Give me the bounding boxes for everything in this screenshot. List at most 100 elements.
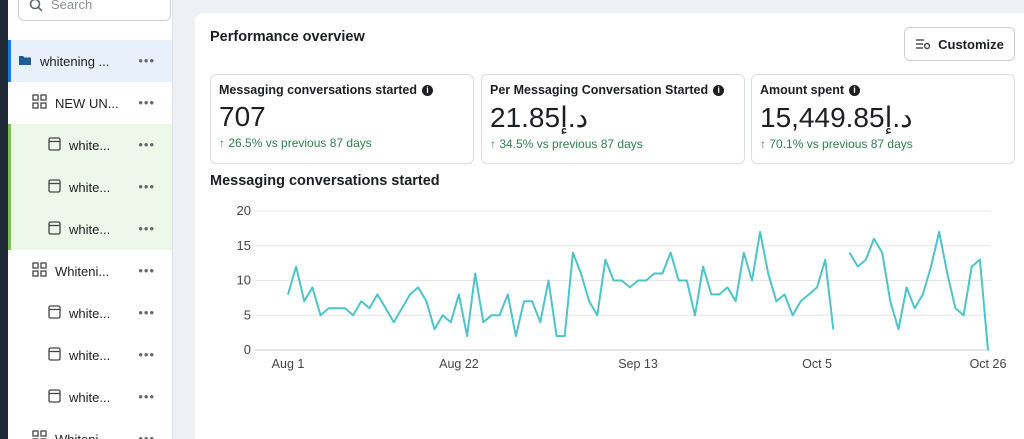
data-point	[963, 314, 965, 316]
sidebar-item-label: whitening ...	[40, 53, 110, 69]
data-point	[686, 279, 688, 282]
data-point	[629, 286, 631, 288]
card-title: Amount spent	[760, 83, 845, 97]
more-options-icon[interactable]: •••	[138, 95, 155, 110]
data-point	[678, 279, 680, 282]
data-point	[743, 252, 745, 254]
more-options-icon[interactable]: •••	[138, 389, 155, 404]
sidebar-item-label: white...	[69, 389, 111, 405]
ad-set-grid-icon	[32, 430, 47, 439]
metric-card-cost-per-conversation[interactable]: Per Messaging Conversation Started i 21.8…	[481, 74, 745, 164]
data-point	[808, 293, 810, 295]
x-tick-label: Oct 26	[970, 357, 1007, 371]
performance-panel: Performance overview Customize Messaging…	[195, 13, 1024, 439]
data-point	[556, 335, 558, 337]
data-point	[661, 272, 663, 275]
metric-card-conversations[interactable]: Messaging conversations started i 707 ↑ 2…	[210, 74, 474, 164]
up-arrow-icon: ↑	[760, 137, 766, 151]
info-icon[interactable]: i	[849, 84, 861, 96]
data-point	[352, 314, 354, 316]
data-point	[849, 252, 851, 254]
data-point	[360, 300, 362, 302]
data-point	[311, 286, 313, 288]
x-tick-label: Aug 1	[272, 357, 305, 371]
data-point	[425, 300, 427, 302]
search-input[interactable]: Search	[18, 0, 171, 21]
ad-window-icon	[48, 178, 61, 196]
card-value: 21.85د.إ	[490, 102, 589, 133]
data-point	[726, 286, 729, 288]
data-point	[336, 307, 338, 309]
card-change: 70.1% vs previous 87 days	[769, 137, 913, 151]
sidebar-item[interactable]: white... •••	[8, 376, 172, 418]
y-tick-label: 5	[244, 307, 251, 322]
info-icon[interactable]: i	[713, 84, 725, 96]
data-point	[490, 314, 493, 316]
up-arrow-icon: ↑	[490, 137, 496, 151]
more-options-icon[interactable]: •••	[138, 53, 155, 68]
ad-window-icon	[48, 220, 61, 238]
more-options-icon[interactable]: •••	[138, 221, 155, 236]
sidebar-item[interactable]: Whiteni... •••	[8, 250, 172, 292]
data-point	[401, 307, 403, 309]
sidebar-item[interactable]: Whiteni... •••	[8, 418, 172, 439]
card-value: 15,449.85د.إ	[760, 102, 913, 133]
ad-set-grid-icon	[32, 94, 47, 112]
data-point	[368, 307, 370, 309]
sidebar-item[interactable]: white... •••	[8, 292, 172, 334]
sidebar-item[interactable]: whitening ... •••	[8, 40, 172, 82]
search-icon	[29, 0, 43, 12]
data-point	[637, 279, 639, 282]
card-value: 707	[219, 101, 266, 132]
sidebar-item-label: white...	[69, 179, 111, 195]
data-point	[857, 266, 859, 268]
data-point	[613, 279, 615, 282]
more-options-icon[interactable]: •••	[138, 263, 155, 278]
data-point	[580, 272, 582, 275]
data-point	[376, 293, 379, 295]
data-point	[409, 293, 411, 295]
more-options-icon[interactable]: •••	[138, 431, 155, 439]
x-tick-label: Aug 22	[439, 357, 479, 371]
card-title: Per Messaging Conversation Started	[490, 83, 709, 97]
data-point	[507, 293, 509, 295]
data-point	[564, 335, 566, 337]
data-point	[328, 307, 330, 309]
data-point	[816, 286, 818, 288]
data-point	[433, 328, 436, 330]
sidebar-item[interactable]: NEW UN... •••	[8, 82, 172, 124]
window-edge	[0, 0, 8, 439]
more-options-icon[interactable]: •••	[138, 305, 155, 320]
data-point	[889, 300, 891, 302]
sidebar-item[interactable]: white... •••	[8, 208, 172, 250]
data-point	[385, 307, 387, 309]
data-point	[954, 307, 957, 309]
more-options-icon[interactable]: •••	[138, 347, 155, 362]
more-options-icon[interactable]: •••	[138, 179, 155, 194]
data-point	[499, 314, 501, 316]
data-point	[604, 259, 606, 261]
more-options-icon[interactable]: •••	[138, 137, 155, 152]
folder-icon	[18, 54, 32, 69]
info-icon[interactable]: i	[421, 84, 433, 96]
data-point	[979, 259, 981, 261]
metric-card-amount-spent[interactable]: Amount spent i 15,449.85د.إ ↑ 70.1% vs pr…	[751, 74, 1015, 164]
data-point	[735, 300, 737, 302]
customize-button[interactable]: Customize	[904, 27, 1015, 61]
ad-window-icon	[48, 346, 61, 364]
card-change: 26.5% vs previous 87 days	[228, 136, 372, 150]
sidebar-item[interactable]: white... •••	[8, 124, 172, 166]
data-point	[783, 293, 786, 295]
up-arrow-icon: ↑	[219, 136, 225, 150]
data-point	[482, 321, 484, 323]
ad-window-icon	[48, 136, 61, 154]
data-point	[824, 259, 826, 261]
y-tick-label: 20	[237, 203, 251, 218]
customize-label: Customize	[938, 36, 1004, 52]
data-point	[718, 293, 721, 295]
data-point	[971, 266, 973, 268]
sidebar-item[interactable]: white... •••	[8, 166, 172, 208]
data-point	[539, 321, 541, 323]
sidebar-item[interactable]: white... •••	[8, 334, 172, 376]
data-point	[596, 314, 598, 316]
